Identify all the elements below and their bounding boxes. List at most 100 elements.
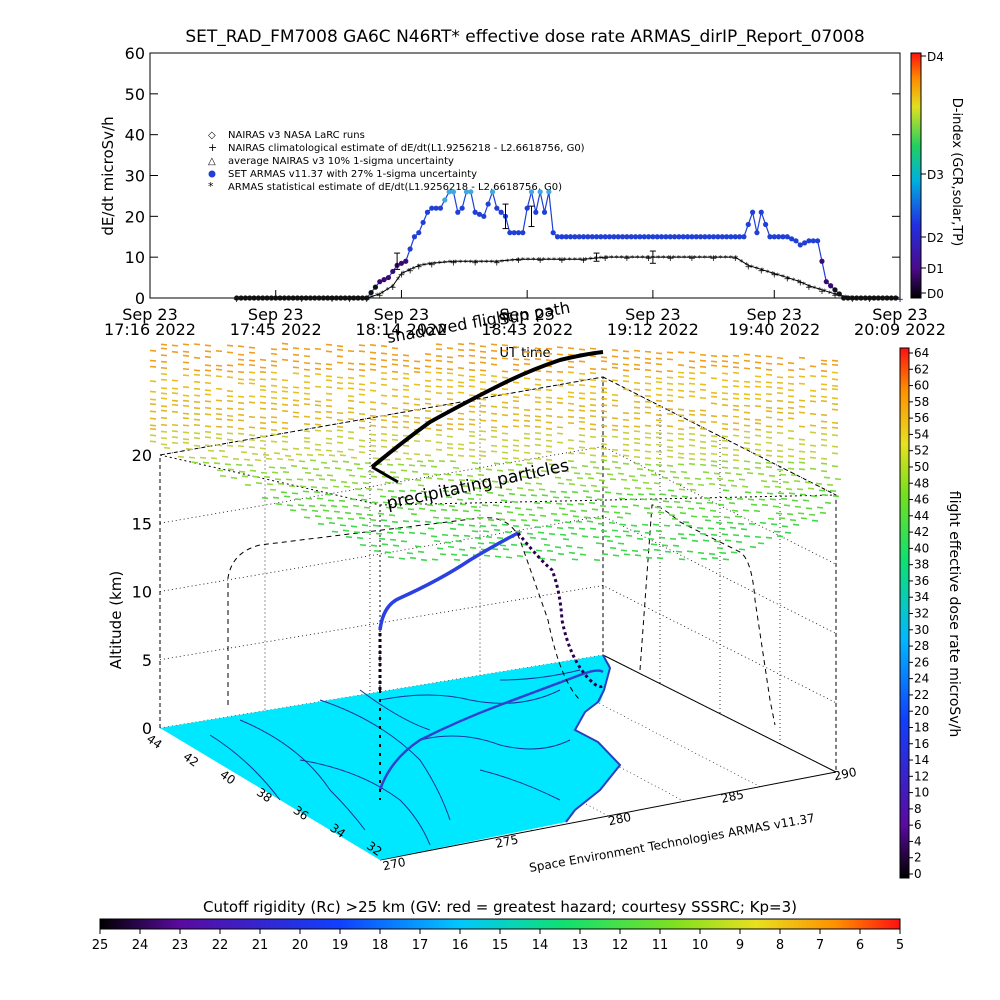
particle-dash	[318, 478, 326, 481]
particle-dash	[650, 473, 658, 476]
particle-dash	[831, 421, 839, 425]
particle-dash	[479, 356, 487, 359]
dose-rate-tick-label: 46	[914, 493, 929, 507]
particle-dash	[270, 428, 278, 432]
particle-dash	[743, 418, 751, 421]
dose-rate-tick-label: 56	[914, 411, 929, 425]
particle-dash	[237, 345, 245, 348]
particle-dash	[313, 490, 321, 494]
particle-dash	[493, 528, 501, 532]
particle-dash	[380, 345, 388, 348]
particle-dash	[364, 531, 372, 534]
particle-dash	[353, 531, 361, 534]
particle-dash	[182, 343, 190, 346]
particle-dash	[798, 457, 806, 460]
particle-dash	[369, 381, 377, 385]
particle-dash	[259, 370, 267, 374]
particle-dash	[809, 395, 817, 398]
particle-dash	[482, 530, 490, 533]
particle-dash	[523, 377, 531, 380]
particle-dash	[270, 352, 278, 356]
particle-dash	[831, 384, 839, 388]
particle-dash	[435, 433, 443, 437]
particle-dash	[569, 510, 577, 513]
particle-dash	[336, 441, 344, 444]
particle-dash	[367, 470, 375, 473]
particle-dash	[805, 507, 813, 510]
particle-dash	[677, 445, 685, 448]
particle-dash	[458, 479, 466, 482]
particle-dash	[391, 415, 399, 418]
particle-dash	[413, 421, 421, 424]
particle-dash	[622, 357, 630, 360]
armas-stat-marker: *	[745, 261, 749, 270]
particle-dash	[589, 367, 597, 371]
particle-dash	[490, 435, 498, 438]
particle-dash	[325, 379, 333, 382]
particle-dash	[548, 532, 556, 536]
particle-dash	[523, 414, 531, 417]
particle-dash	[459, 503, 467, 506]
particle-dash	[622, 388, 630, 391]
particle-dash	[307, 478, 315, 481]
particle-dash	[391, 377, 399, 381]
particle-dash	[254, 458, 262, 462]
particle-dash	[710, 440, 718, 443]
particle-dash	[544, 501, 552, 504]
particle-dash	[579, 484, 587, 487]
particle-dash	[188, 456, 196, 459]
particle-dash	[645, 556, 653, 559]
armas-series-point	[619, 234, 626, 240]
armas-series-point	[372, 284, 379, 290]
particle-dash	[633, 425, 641, 428]
particle-dash	[603, 535, 611, 538]
particle-dash	[259, 435, 267, 438]
particle-dash	[592, 536, 600, 539]
particle-dash	[655, 424, 663, 427]
particle-dash	[732, 448, 740, 452]
armas-series-point	[242, 295, 248, 301]
particle-dash	[658, 470, 666, 473]
particle-dash	[740, 528, 748, 531]
particle-dash	[754, 380, 762, 383]
particle-dash	[754, 393, 762, 396]
flight-path-blue-segment	[378, 531, 519, 631]
armas-stat-marker: *	[531, 256, 535, 265]
particle-dash	[380, 419, 388, 422]
particle-dash	[717, 503, 725, 506]
particle-dash	[477, 542, 485, 545]
armas-series-point	[346, 295, 353, 301]
armas-stat-marker: *	[729, 254, 733, 263]
nairas-clim-marker: +	[558, 256, 566, 266]
particle-dash	[204, 350, 212, 353]
particle-dash	[358, 383, 366, 386]
particle-dash	[820, 444, 828, 447]
particle-dash	[655, 399, 663, 402]
particle-dash	[490, 412, 498, 415]
armas-series-point	[494, 205, 500, 211]
armas-stat-marker: *	[828, 289, 832, 298]
particle-dash	[215, 399, 223, 402]
particle-dash	[566, 503, 574, 506]
particle-dash	[699, 371, 707, 375]
particle-dash	[518, 470, 526, 473]
particle-dash	[655, 363, 663, 366]
particle-dash	[390, 495, 398, 498]
particle-dash	[582, 490, 590, 493]
particle-dash	[534, 347, 542, 350]
particle-dash	[545, 407, 553, 411]
particle-dash	[160, 397, 168, 400]
particle-dash	[677, 437, 685, 440]
armas-series-point	[884, 295, 890, 301]
particle-dash	[389, 538, 397, 541]
particle-dash	[391, 520, 399, 524]
particle-dash	[468, 368, 476, 372]
particle-dash	[238, 470, 246, 473]
armas-series-point	[459, 205, 465, 211]
particle-dash	[677, 364, 685, 367]
particle-dash	[688, 413, 696, 416]
armas-stat-marker: *	[724, 254, 728, 263]
nairas-clim-marker: +	[645, 254, 653, 264]
particle-dash	[424, 427, 432, 430]
particle-dash	[623, 487, 631, 490]
